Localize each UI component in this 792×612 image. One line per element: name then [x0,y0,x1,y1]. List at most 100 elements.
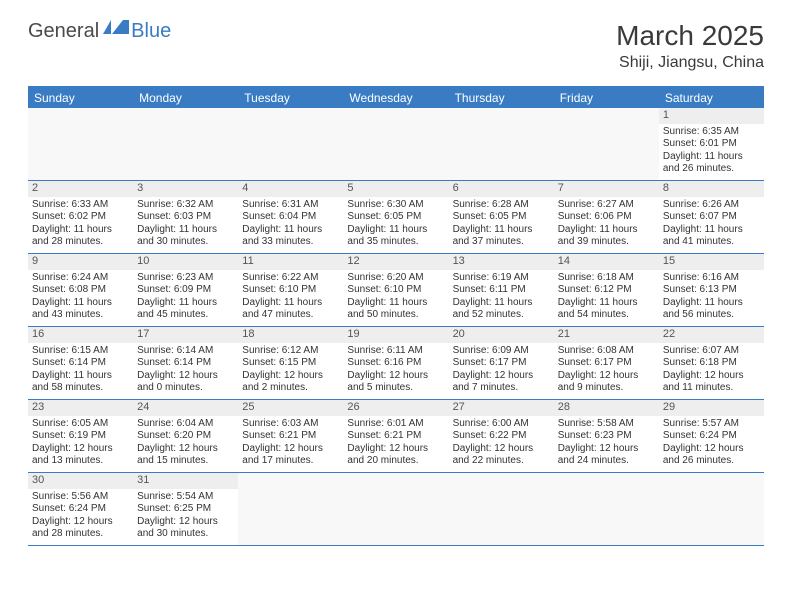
day-cell: 22Sunrise: 6:07 AMSunset: 6:18 PMDayligh… [659,327,764,399]
week-row: 23Sunrise: 6:05 AMSunset: 6:19 PMDayligh… [28,400,764,473]
day-cell: 28Sunrise: 5:58 AMSunset: 6:23 PMDayligh… [554,400,659,472]
sunset-text: Sunset: 6:17 PM [558,357,655,370]
daylight-text: Daylight: 11 hours and 28 minutes. [32,224,129,249]
day-number: 19 [343,327,448,343]
sunrise-text: Sunrise: 6:23 AM [137,272,234,285]
day-cell: 3Sunrise: 6:32 AMSunset: 6:03 PMDaylight… [133,181,238,253]
daylight-text: Daylight: 11 hours and 50 minutes. [347,297,444,322]
sunrise-text: Sunrise: 6:14 AM [137,345,234,358]
daylight-text: Daylight: 11 hours and 45 minutes. [137,297,234,322]
day-cell: 7Sunrise: 6:27 AMSunset: 6:06 PMDaylight… [554,181,659,253]
day-number: 25 [238,400,343,416]
empty-cell [133,108,238,180]
day-cell: 14Sunrise: 6:18 AMSunset: 6:12 PMDayligh… [554,254,659,326]
day-number: 16 [28,327,133,343]
day-number: 1 [659,108,764,124]
sunrise-text: Sunrise: 6:08 AM [558,345,655,358]
sunrise-text: Sunrise: 5:54 AM [137,491,234,504]
sunrise-text: Sunrise: 6:28 AM [453,199,550,212]
daylight-text: Daylight: 11 hours and 35 minutes. [347,224,444,249]
day-cell: 31Sunrise: 5:54 AMSunset: 6:25 PMDayligh… [133,473,238,545]
sunset-text: Sunset: 6:09 PM [137,284,234,297]
empty-cell [554,473,659,545]
daylight-text: Daylight: 12 hours and 5 minutes. [347,370,444,395]
empty-cell [554,108,659,180]
sunset-text: Sunset: 6:16 PM [347,357,444,370]
sunrise-text: Sunrise: 6:33 AM [32,199,129,212]
empty-cell [28,108,133,180]
logo-text-general: General [28,20,99,43]
sunset-text: Sunset: 6:12 PM [558,284,655,297]
logo-flag-icon [103,20,129,34]
daylight-text: Daylight: 11 hours and 41 minutes. [663,224,760,249]
day-number: 3 [133,181,238,197]
sunset-text: Sunset: 6:10 PM [347,284,444,297]
day-cell: 9Sunrise: 6:24 AMSunset: 6:08 PMDaylight… [28,254,133,326]
sunset-text: Sunset: 6:01 PM [663,138,760,151]
sunset-text: Sunset: 6:22 PM [453,430,550,443]
daylight-text: Daylight: 11 hours and 47 minutes. [242,297,339,322]
sunrise-text: Sunrise: 6:00 AM [453,418,550,431]
day-header-saturday: Saturday [659,88,764,108]
day-cell: 15Sunrise: 6:16 AMSunset: 6:13 PMDayligh… [659,254,764,326]
day-number: 11 [238,254,343,270]
sunrise-text: Sunrise: 6:20 AM [347,272,444,285]
sunrise-text: Sunrise: 6:18 AM [558,272,655,285]
day-number: 27 [449,400,554,416]
sunrise-text: Sunrise: 6:24 AM [32,272,129,285]
sunrise-text: Sunrise: 6:22 AM [242,272,339,285]
daylight-text: Daylight: 11 hours and 56 minutes. [663,297,760,322]
sunset-text: Sunset: 6:17 PM [453,357,550,370]
daylight-text: Daylight: 12 hours and 0 minutes. [137,370,234,395]
day-cell: 1Sunrise: 6:35 AMSunset: 6:01 PMDaylight… [659,108,764,180]
daylight-text: Daylight: 11 hours and 43 minutes. [32,297,129,322]
sunset-text: Sunset: 6:10 PM [242,284,339,297]
day-number: 7 [554,181,659,197]
day-number: 4 [238,181,343,197]
day-number: 17 [133,327,238,343]
sunset-text: Sunset: 6:24 PM [32,503,129,516]
daylight-text: Daylight: 12 hours and 11 minutes. [663,370,760,395]
day-number: 12 [343,254,448,270]
day-header-tuesday: Tuesday [238,88,343,108]
sunrise-text: Sunrise: 6:12 AM [242,345,339,358]
day-number: 28 [554,400,659,416]
day-number: 31 [133,473,238,489]
day-number: 13 [449,254,554,270]
day-header-wednesday: Wednesday [343,88,448,108]
daylight-text: Daylight: 12 hours and 2 minutes. [242,370,339,395]
sunset-text: Sunset: 6:06 PM [558,211,655,224]
sunset-text: Sunset: 6:25 PM [137,503,234,516]
day-cell: 11 Sunrise: 6:22 AMSunset: 6:10 PMDayligh… [238,254,343,326]
day-number: 26 [343,400,448,416]
day-header-friday: Friday [554,88,659,108]
day-cell: 18Sunrise: 6:12 AMSunset: 6:15 PMDayligh… [238,327,343,399]
day-header-monday: Monday [133,88,238,108]
day-cell: 27Sunrise: 6:00 AMSunset: 6:22 PMDayligh… [449,400,554,472]
sunrise-text: Sunrise: 6:07 AM [663,345,760,358]
sunset-text: Sunset: 6:07 PM [663,211,760,224]
day-number: 15 [659,254,764,270]
sunrise-text: Sunrise: 6:03 AM [242,418,339,431]
day-cell: 17Sunrise: 6:14 AMSunset: 6:14 PMDayligh… [133,327,238,399]
sunrise-text: Sunrise: 6:26 AM [663,199,760,212]
week-row: 2Sunrise: 6:33 AMSunset: 6:02 PMDaylight… [28,181,764,254]
location-label: Shiji, Jiangsu, China [616,54,764,72]
day-cell: 4Sunrise: 6:31 AMSunset: 6:04 PMDaylight… [238,181,343,253]
sunset-text: Sunset: 6:21 PM [347,430,444,443]
sunrise-text: Sunrise: 5:58 AM [558,418,655,431]
sunset-text: Sunset: 6:13 PM [663,284,760,297]
daylight-text: Daylight: 12 hours and 28 minutes. [32,516,129,541]
sunset-text: Sunset: 6:03 PM [137,211,234,224]
sunrise-text: Sunrise: 6:01 AM [347,418,444,431]
sunrise-text: Sunrise: 6:19 AM [453,272,550,285]
sunrise-text: Sunrise: 6:09 AM [453,345,550,358]
sunrise-text: Sunrise: 6:31 AM [242,199,339,212]
sunset-text: Sunset: 6:14 PM [32,357,129,370]
day-cell: 8 Sunrise: 6:26 AMSunset: 6:07 PMDaylight… [659,181,764,253]
daylight-text: Daylight: 12 hours and 17 minutes. [242,443,339,468]
daylight-text: Daylight: 12 hours and 26 minutes. [663,443,760,468]
sunrise-text: Sunrise: 5:56 AM [32,491,129,504]
sunset-text: Sunset: 6:05 PM [347,211,444,224]
day-number: 8 [659,181,764,197]
